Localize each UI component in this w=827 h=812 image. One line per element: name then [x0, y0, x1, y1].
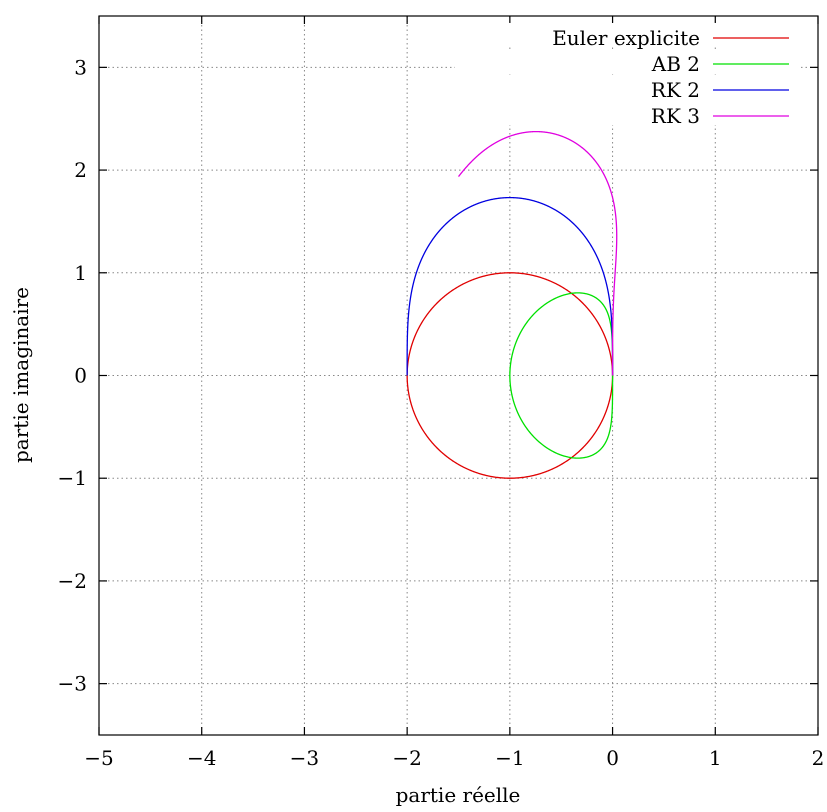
axis-ticks	[98, 16, 819, 735]
legend-entry-background	[455, 75, 800, 99]
legend-label-rk3: RK 3	[651, 104, 700, 128]
y-tick-label: 3	[74, 55, 87, 79]
legend-label-rk2: RK 2	[651, 78, 700, 102]
legend-label-euler: Euler explicite	[552, 26, 700, 50]
y-tick-label: −1	[58, 466, 87, 490]
x-tick-label: −1	[495, 746, 524, 770]
y-tick-label: 2	[74, 158, 87, 182]
y-tick-label: −2	[58, 569, 87, 593]
y-tick-label: −3	[58, 672, 87, 696]
series-curve-rk2	[406, 196, 614, 376]
y-tick-label: 0	[74, 364, 87, 388]
legend-entry-background	[455, 23, 800, 47]
series-curves	[406, 130, 618, 479]
series-curve-rk3	[457, 130, 618, 376]
x-tick-label: −4	[187, 746, 216, 770]
x-axis-label: partie réelle	[396, 783, 521, 807]
x-tick-label: 1	[709, 746, 722, 770]
y-axis-label: partie imaginaire	[9, 287, 33, 463]
y-tick-label: 1	[74, 261, 87, 285]
y-tick-labels: −3 −2 −1 0 1 2 3	[58, 55, 87, 695]
x-tick-label: −5	[84, 746, 113, 770]
legend-label-ab2: AB 2	[651, 52, 700, 76]
series-curve-ab2	[509, 292, 614, 459]
x-tick-label: −2	[392, 746, 421, 770]
x-tick-label: −3	[290, 746, 319, 770]
legend-entry-background	[455, 49, 800, 73]
x-tick-label: 0	[606, 746, 619, 770]
x-tick-label: 2	[812, 746, 825, 770]
legend-entry-background	[455, 101, 800, 125]
x-tick-labels: −5 −4 −3 −2 −1 0 1 2	[84, 746, 824, 770]
